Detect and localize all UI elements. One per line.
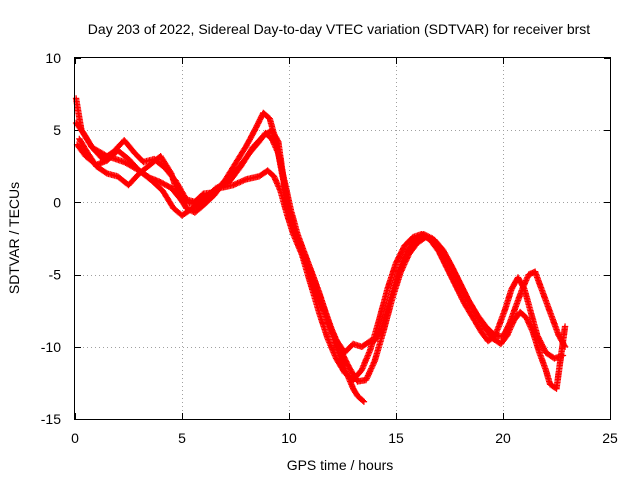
- y-tick-label: -15: [41, 411, 61, 427]
- series-2: [72, 119, 567, 384]
- data-point: [377, 327, 384, 334]
- data-point: [525, 320, 533, 327]
- data-point: [420, 231, 427, 238]
- data-point: [237, 178, 244, 186]
- x-tick-label: 25: [602, 430, 618, 446]
- y-tick-label: 10: [45, 50, 61, 66]
- data-point: [509, 320, 516, 327]
- data-point: [362, 356, 370, 363]
- y-tick-label: 0: [53, 194, 61, 210]
- data-point: [394, 268, 402, 275]
- chart-title: Day 203 of 2022, Sidereal Day-to-day VTE…: [88, 21, 590, 37]
- data-point: [167, 169, 174, 176]
- data-point: [330, 330, 337, 337]
- data-point: [561, 323, 569, 330]
- data-point: [230, 181, 237, 189]
- data-point: [504, 330, 512, 337]
- data-point: [367, 366, 374, 374]
- data-point: [400, 255, 407, 262]
- data-point: [325, 320, 332, 327]
- data-point: [360, 398, 368, 405]
- data-point: [362, 376, 370, 384]
- x-tick-label: 15: [388, 430, 404, 446]
- grid-lines: [75, 58, 610, 419]
- x-tick-label: 0: [71, 430, 79, 446]
- x-tick-label: 5: [178, 430, 186, 446]
- series-1: [72, 95, 368, 405]
- data-point: [183, 205, 190, 212]
- axes: 0 5 10 15 20 25 -15 -10 -5 0 5 10: [41, 50, 618, 446]
- y-tick-label: -5: [49, 267, 62, 283]
- y-tick-label: -10: [41, 339, 61, 355]
- data-point: [359, 397, 366, 404]
- y-axis-label: SDTVAR / TECUs: [6, 182, 22, 294]
- data-points: [72, 95, 569, 405]
- series-4: [73, 109, 569, 392]
- y-tick-label: 5: [53, 122, 61, 138]
- plot-frame: [74, 57, 611, 420]
- data-point: [233, 180, 240, 187]
- series-3: [76, 129, 569, 385]
- x-axis-label: GPS time / hours: [287, 457, 394, 473]
- data-point: [184, 205, 191, 213]
- x-tick-label: 10: [281, 430, 297, 446]
- x-tick-label: 20: [495, 430, 511, 446]
